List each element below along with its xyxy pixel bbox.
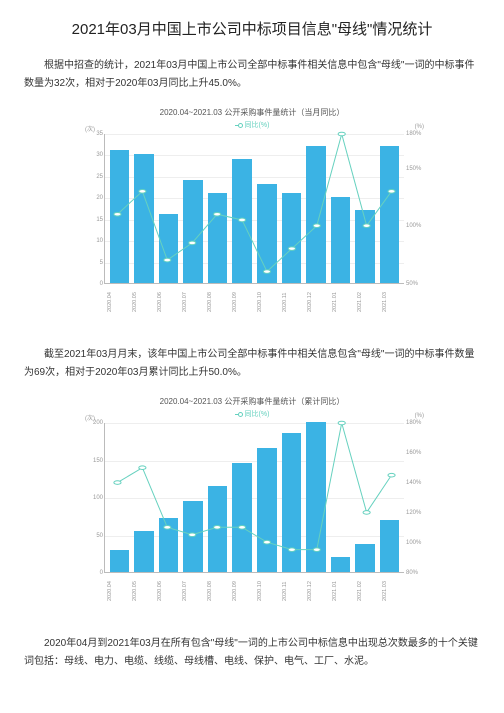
y-tick-right: 180% <box>406 131 426 137</box>
x-tick: 2020.11 <box>282 575 302 607</box>
chart-1-right-axis-label: (%) <box>415 124 424 130</box>
x-tick: 2020.08 <box>207 575 227 607</box>
page-title: 2021年03月中国上市公司中标项目信息"母线"情况统计 <box>24 18 480 39</box>
x-tick: 2020.09 <box>232 286 252 318</box>
x-tick: 2020.08 <box>207 286 227 318</box>
x-tick: 2021.01 <box>332 286 352 318</box>
chart-1-title: 2020.04~2021.03 公开采购事件量统计（当月同比） <box>82 107 422 118</box>
x-tick: 2021.02 <box>357 575 377 607</box>
y-tick-right: 100% <box>406 540 426 546</box>
bar <box>306 146 326 283</box>
x-tick: 2020.06 <box>157 286 177 318</box>
y-tick-right: 160% <box>406 450 426 456</box>
bar <box>380 146 400 283</box>
y-tick-right: 150% <box>406 166 426 172</box>
bar <box>232 463 252 572</box>
paragraph-2: 截至2021年03月月末，该年中国上市公司全部中标事件中相关信息包含"母线"一词… <box>24 346 480 382</box>
x-tick: 2020.10 <box>257 575 277 607</box>
paragraph-1: 根据中招查的统计，2021年03月中国上市公司全部中标事件相关信息中包含"母线"… <box>24 57 480 93</box>
x-tick: 2021.02 <box>357 286 377 318</box>
bar <box>183 180 203 283</box>
y-tick-right: 50% <box>406 281 426 287</box>
bar <box>110 150 130 283</box>
paragraph-3: 2020年04月到2021年03月在所有包含"母线"一词的上市公司中标信息中出现… <box>24 635 480 671</box>
y-tick-left: 20 <box>83 195 103 201</box>
bar <box>208 486 228 572</box>
bar <box>183 501 203 572</box>
chart-1-legend: 同比(%) <box>82 120 422 130</box>
y-tick-right: 180% <box>406 420 426 426</box>
x-tick: 2020.04 <box>107 575 127 607</box>
bar <box>159 518 179 572</box>
bar <box>134 531 154 572</box>
y-tick-left: 150 <box>83 458 103 464</box>
bar <box>306 422 326 572</box>
bar <box>282 193 302 283</box>
x-tick: 2020.06 <box>157 575 177 607</box>
bar <box>110 550 130 573</box>
bar <box>355 544 375 572</box>
chart-2-title: 2020.04~2021.03 公开采购事件量统计（累计同比） <box>82 396 422 407</box>
y-tick-right: 80% <box>406 570 426 576</box>
y-tick-right: 120% <box>406 510 426 516</box>
y-tick-right: 100% <box>406 223 426 229</box>
x-tick: 2020.07 <box>182 575 202 607</box>
y-tick-left: 200 <box>83 420 103 426</box>
y-tick-left: 25 <box>83 174 103 180</box>
bar <box>355 210 375 283</box>
bar <box>282 433 302 572</box>
y-tick-left: 50 <box>83 533 103 539</box>
bar <box>208 193 228 283</box>
bar <box>232 159 252 283</box>
x-tick: 2020.12 <box>307 286 327 318</box>
x-tick: 2021.03 <box>382 575 402 607</box>
bar <box>257 184 277 283</box>
x-tick: 2020.07 <box>182 286 202 318</box>
x-tick: 2020.09 <box>232 575 252 607</box>
y-tick-left: 15 <box>83 217 103 223</box>
chart-2-right-axis-label: (%) <box>415 413 424 419</box>
bar <box>331 197 351 283</box>
x-tick: 2020.10 <box>257 286 277 318</box>
x-tick: 2020.04 <box>107 286 127 318</box>
x-tick: 2020.05 <box>132 286 152 318</box>
y-tick-left: 10 <box>83 238 103 244</box>
chart-1: 2020.04~2021.03 公开采购事件量统计（当月同比） 同比(%) (次… <box>82 107 422 318</box>
x-tick: 2021.03 <box>382 286 402 318</box>
chart-2-legend: 同比(%) <box>82 409 422 419</box>
y-tick-left: 0 <box>83 281 103 287</box>
x-tick: 2020.05 <box>132 575 152 607</box>
bar <box>380 520 400 572</box>
x-tick: 2020.11 <box>282 286 302 318</box>
bar <box>331 557 351 572</box>
y-tick-left: 0 <box>83 570 103 576</box>
x-tick: 2020.12 <box>307 575 327 607</box>
y-tick-left: 30 <box>83 152 103 158</box>
bar <box>134 154 154 283</box>
y-tick-left: 35 <box>83 131 103 137</box>
y-tick-left: 5 <box>83 260 103 266</box>
x-tick: 2021.01 <box>332 575 352 607</box>
chart-2: 2020.04~2021.03 公开采购事件量统计（累计同比） 同比(%) (次… <box>82 396 422 607</box>
bar <box>159 214 179 283</box>
bar <box>257 448 277 572</box>
y-tick-right: 140% <box>406 480 426 486</box>
y-tick-left: 100 <box>83 495 103 501</box>
